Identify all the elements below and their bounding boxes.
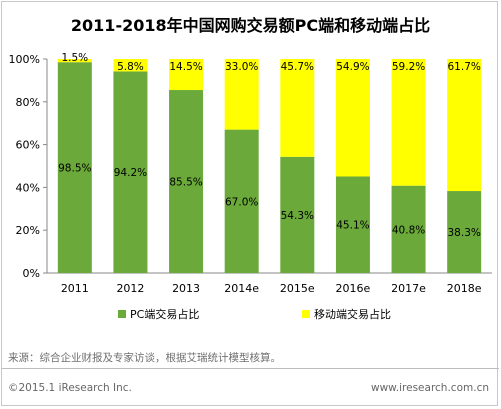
pc-bar [447,191,482,273]
pc-bar [113,71,148,273]
y-tick-label: 60% [16,139,40,152]
x-tick-label: 2017e [391,282,426,295]
mobile-value-label: 33.0% [225,61,258,73]
mobile-value-label: 45.7% [281,61,314,73]
mobile-bar [224,59,259,130]
mobile-value-label: 14.5% [169,61,202,73]
y-tick-label: 20% [16,224,40,237]
legend-label-mobile: 移动端交易占比 [314,307,391,321]
legend-label-pc: PC端交易占比 [130,307,199,321]
pc-value-label: 98.5% [58,163,91,175]
x-tick-label: 2015e [280,282,315,295]
mobile-value-label: 5.8% [117,61,144,73]
mobile-bar [57,59,92,63]
mobile-value-label: 59.2% [392,61,425,73]
mobile-value-label: 61.7% [448,61,481,73]
x-tick-label: 2013 [172,282,200,295]
mobile-bar [113,59,148,72]
y-tick-label: 0% [23,267,40,280]
x-tick-label: 2011 [61,282,89,295]
mobile-value-label: 1.5% [61,52,88,64]
mobile-bar [391,59,426,186]
y-tick-label: 80% [16,96,40,109]
copyright-text: ©2015.1 iResearch Inc. [8,382,132,394]
pc-bar [169,90,204,273]
mobile-bar [169,59,204,91]
mobile-bar [447,59,482,192]
pc-value-label: 67.0% [225,196,258,208]
chart-title: 2011-2018年中国网购交易额PC端和移动端占比 [70,16,431,35]
legend-swatch-mobile [302,310,310,318]
footer-divider [2,368,499,369]
legend-swatch-pc [118,310,126,318]
pc-bar [57,62,92,274]
pc-value-label: 45.1% [336,220,369,232]
x-tick-label: 2014e [224,282,259,295]
pc-value-label: 85.5% [169,177,202,189]
pc-bar [391,185,426,273]
pc-value-label: 94.2% [114,167,147,179]
pc-value-label: 40.8% [392,224,425,236]
source-note: 来源：综合企业财报及专家访谈，根据艾瑞统计模型核算。 [8,352,281,364]
stacked-bar-chart: 0% 20% 40% 60% 80% 100% 98.5% 1.5% 2011 94.2% 5.8%… [9,52,492,321]
y-tick-label: 40% [16,181,40,194]
y-tick-label: 100% [9,53,40,66]
x-tick-label: 2016e [336,282,371,295]
website-link[interactable]: www.iresearch.com.cn [370,382,489,394]
pc-bar [335,176,370,273]
mobile-bar [335,59,370,177]
pc-bar [224,129,259,273]
pc-value-label: 38.3% [448,227,481,239]
pc-bar [280,156,315,273]
x-tick-label: 2012 [116,282,144,295]
pc-value-label: 54.3% [281,210,314,222]
mobile-value-label: 54.9% [336,61,369,73]
mobile-bar [280,59,315,157]
x-tick-label: 2018e [447,282,482,295]
